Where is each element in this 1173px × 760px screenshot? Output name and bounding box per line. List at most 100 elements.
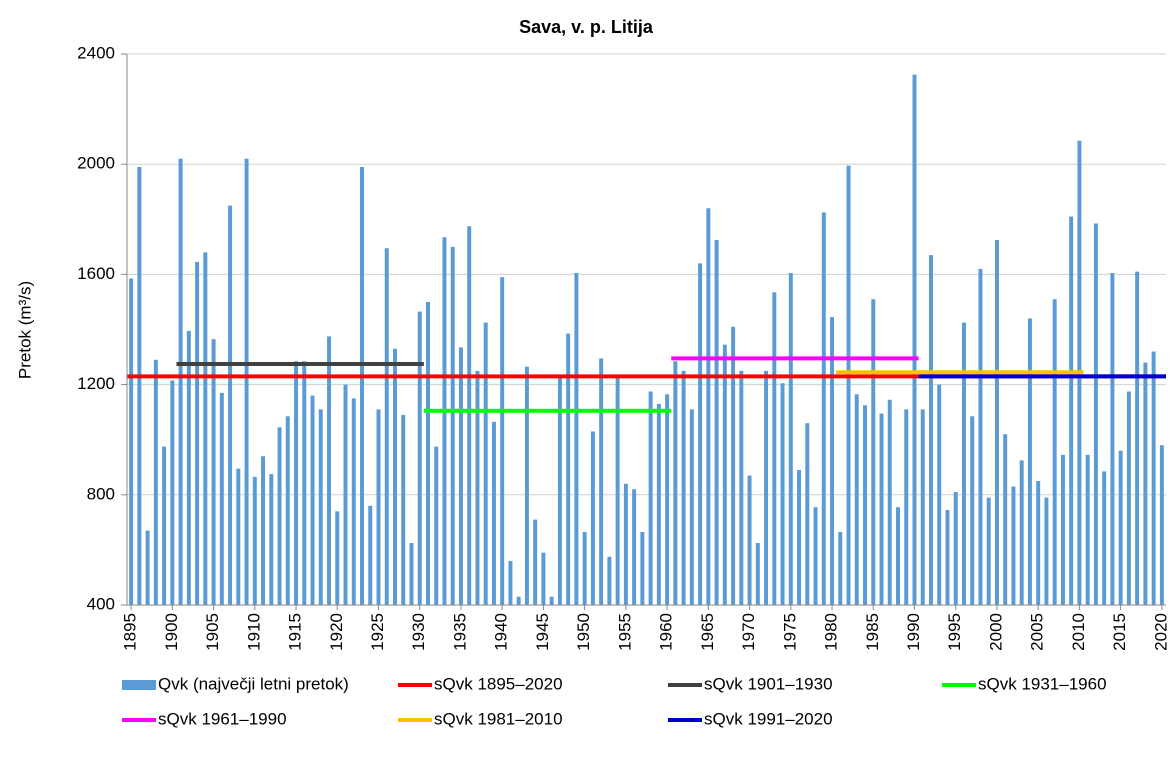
bar <box>1151 351 1156 605</box>
bar <box>261 456 266 605</box>
bar <box>195 262 200 605</box>
bar <box>805 423 810 605</box>
bar <box>557 377 562 605</box>
legend-label: sQvk 1961–1990 <box>158 709 287 728</box>
y-tick-label: 400 <box>87 594 115 613</box>
bar <box>426 301 430 605</box>
bar <box>780 383 785 605</box>
bar <box>549 596 554 605</box>
bar <box>203 252 208 606</box>
bar <box>1036 481 1041 605</box>
bar <box>401 414 406 605</box>
y-axis-label: Pretok (m³/s) <box>15 281 34 379</box>
bar <box>813 507 818 605</box>
x-tick-label: 2020 <box>1151 613 1170 651</box>
bar <box>1044 497 1049 605</box>
bar <box>516 596 521 605</box>
bar <box>1110 273 1115 605</box>
bar <box>830 317 835 605</box>
x-tick-label: 1980 <box>822 613 841 651</box>
bar <box>978 268 983 605</box>
bar <box>731 326 736 605</box>
bar <box>417 311 422 605</box>
bar <box>706 208 711 605</box>
bar <box>986 497 991 605</box>
bar <box>953 492 958 605</box>
y-tick-label: 2000 <box>77 154 115 173</box>
bar <box>887 399 892 605</box>
bar <box>1019 460 1024 605</box>
legend-label: sQvk 1931–1960 <box>978 674 1107 693</box>
bar <box>442 237 447 605</box>
bar <box>1093 223 1098 605</box>
x-tick-label: 1935 <box>450 613 469 651</box>
bar <box>310 395 315 605</box>
bar <box>698 263 703 605</box>
bar <box>665 394 670 605</box>
bar <box>1102 471 1107 605</box>
bar <box>764 370 769 605</box>
bar <box>747 475 752 605</box>
y-tick-label: 800 <box>87 484 115 503</box>
bar <box>170 380 175 605</box>
legend-label: sQvk 1895–2020 <box>434 674 563 693</box>
bar <box>162 446 167 605</box>
bar <box>153 359 158 605</box>
bar <box>623 483 628 605</box>
bar <box>211 339 216 605</box>
bar <box>929 255 933 606</box>
bar <box>475 370 480 605</box>
bar <box>797 470 802 605</box>
bar <box>566 333 571 605</box>
bar <box>739 370 744 605</box>
bar <box>186 330 191 605</box>
bar <box>615 377 620 605</box>
bar <box>1069 216 1074 606</box>
bar <box>450 246 455 605</box>
legend-label: sQvk 1991–2020 <box>704 709 833 728</box>
bar <box>788 273 793 605</box>
bar <box>368 505 373 605</box>
bar <box>994 239 999 605</box>
bar <box>640 531 645 605</box>
bar <box>854 394 859 605</box>
legend-label: sQvk 1901–1930 <box>704 674 833 693</box>
bar <box>434 446 439 605</box>
bar <box>137 166 142 605</box>
bar <box>896 507 900 605</box>
x-tick-label: 1985 <box>863 613 882 651</box>
bar <box>335 511 340 605</box>
x-tick-label: 1965 <box>698 613 717 651</box>
bar <box>219 392 224 605</box>
y-tick-label: 1600 <box>77 264 115 283</box>
bar <box>1118 450 1123 605</box>
bar <box>1060 454 1065 605</box>
bar <box>277 427 282 605</box>
x-tick-label: 2000 <box>986 613 1005 651</box>
bar <box>722 344 727 605</box>
bar <box>318 409 323 605</box>
bar <box>541 552 546 605</box>
bar <box>1027 318 1032 605</box>
bar <box>409 543 414 605</box>
bar <box>285 416 290 605</box>
bar <box>821 212 826 605</box>
bar <box>846 165 851 605</box>
x-tick-label: 2015 <box>1110 613 1129 651</box>
bar <box>714 239 719 605</box>
bar <box>879 413 884 605</box>
bar <box>838 531 843 605</box>
bar <box>393 348 397 605</box>
bar <box>524 366 529 605</box>
bar <box>483 322 488 605</box>
bar <box>244 158 249 605</box>
x-tick-label: 1960 <box>657 613 676 651</box>
bar <box>376 409 381 605</box>
x-tick-label: 1975 <box>780 613 799 651</box>
bar <box>236 468 241 605</box>
x-tick-label: 1910 <box>244 613 263 651</box>
bar <box>458 347 463 605</box>
legend-label: sQvk 1981–2010 <box>434 709 563 728</box>
x-tick-label: 1990 <box>904 613 923 651</box>
